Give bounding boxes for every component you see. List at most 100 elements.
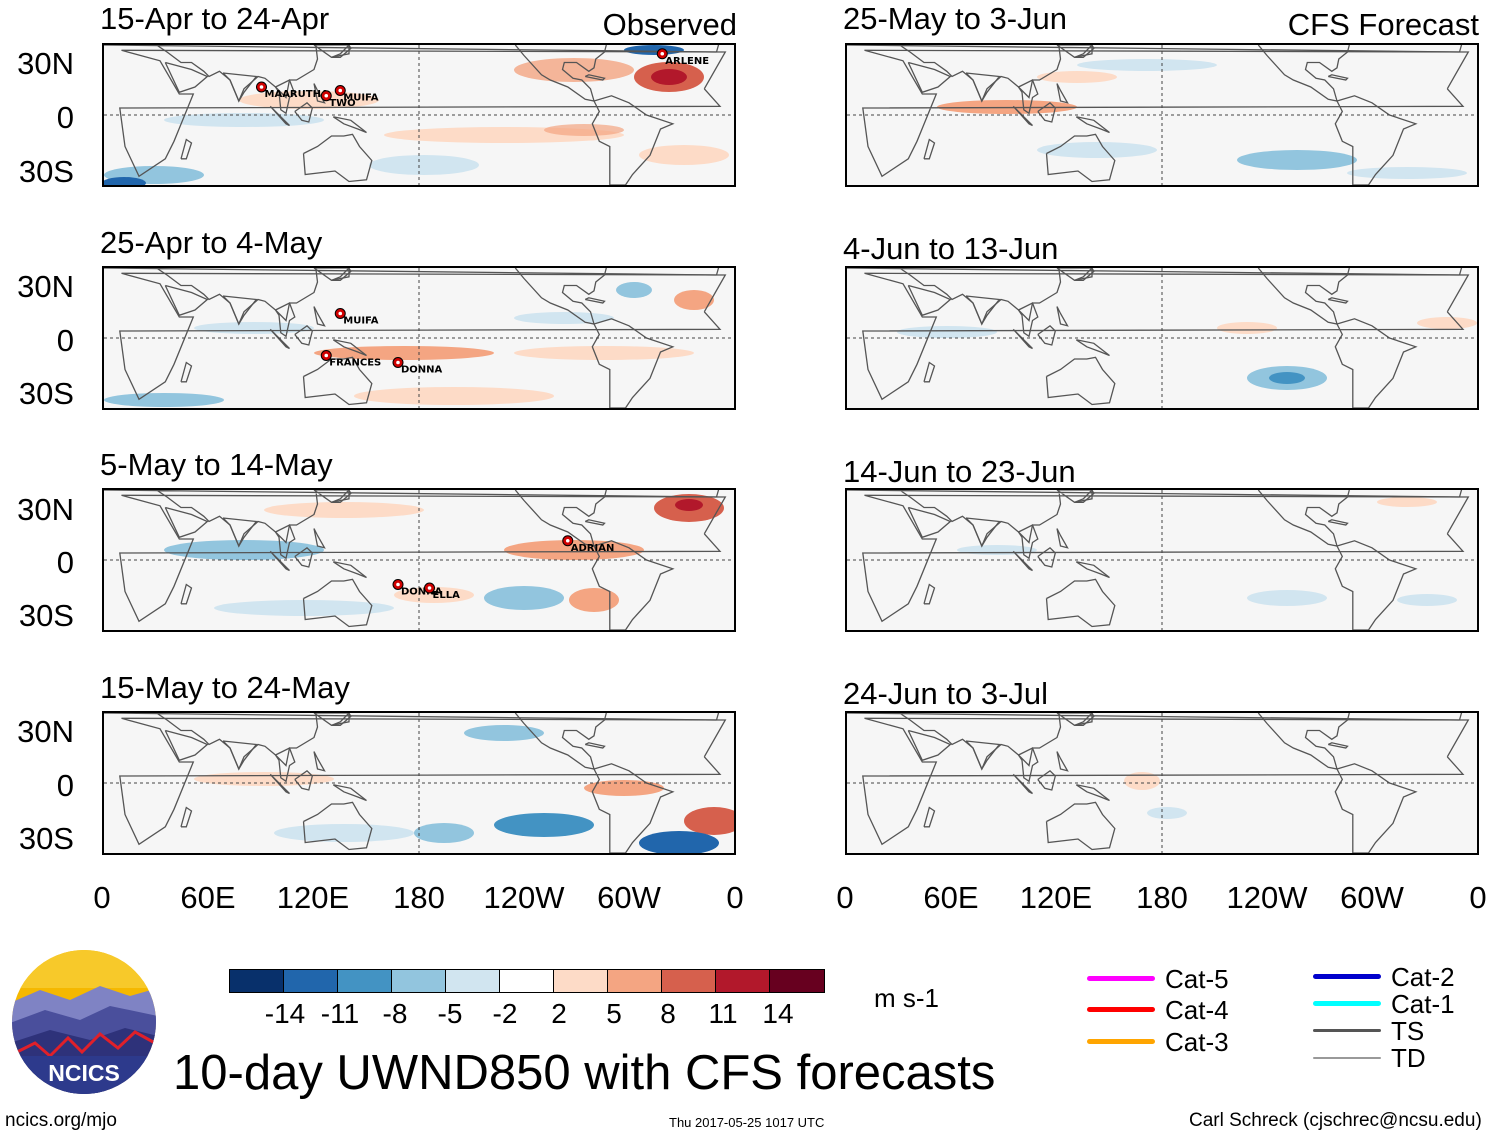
colorbar-tick: -14 (264, 998, 306, 1029)
coastline (1074, 490, 1095, 503)
coastline (584, 519, 606, 526)
legend-label-cat5: Cat-5 (1165, 964, 1229, 994)
author: Carl Schreck (cjschrec@ncsu.edu) (1189, 1110, 1482, 1131)
coastline (715, 268, 720, 276)
coastline (119, 49, 727, 178)
observed-panel-2-title: 25-Apr to 4-May (100, 225, 323, 260)
forecast-label: CFS Forecast (1287, 7, 1479, 42)
legend-label-td: TD (1391, 1043, 1426, 1073)
colorbar-tick: 8 (660, 998, 676, 1029)
lat-label-30s: 30S (18, 821, 74, 856)
coastline (1334, 95, 1418, 185)
coastline (119, 717, 727, 846)
lon-label-60w: 60W (1340, 880, 1404, 915)
coastline (715, 490, 720, 498)
colorbar-swatch (392, 970, 446, 992)
colorbar-swatch (554, 970, 608, 992)
coastline (1037, 769, 1057, 791)
lat-label-30s: 30S (18, 598, 74, 633)
uwind-field-forecast-1 (847, 45, 1477, 185)
coastline (332, 561, 367, 579)
storm-label: ELLA (433, 590, 461, 601)
colorbar-swatch (446, 970, 500, 992)
coastline (847, 268, 1460, 326)
storm-label: FRANCES (329, 358, 381, 369)
coastline (180, 361, 193, 383)
coastline (1327, 519, 1349, 526)
logo-text: NCICS (48, 1060, 120, 1086)
site-link[interactable]: ncics.org/mjo (5, 1110, 117, 1131)
coastline (1017, 302, 1039, 338)
coastline (313, 306, 326, 327)
legend-line-td (1313, 1057, 1381, 1059)
observed-panel-3-title: 5-May to 14-May (100, 447, 333, 482)
map-overlay (847, 268, 1477, 408)
coastline (104, 490, 717, 548)
coastline (332, 339, 367, 357)
coastline (584, 297, 606, 304)
legend-label-cat4: Cat-4 (1165, 995, 1229, 1025)
coastline (1056, 751, 1069, 772)
lon-label-0: 0 (93, 880, 111, 915)
observed-map-3: ADRIAN DONNA ELLA (102, 488, 736, 632)
ncics-logo: NCICS (10, 948, 158, 1096)
lat-label-30n: 30N (17, 46, 74, 81)
forecast-map-3 (845, 488, 1479, 632)
coastline (1327, 297, 1349, 304)
coastline (907, 506, 952, 539)
coastline (584, 742, 606, 749)
colorbar-swatch (284, 970, 338, 992)
colorbar-swatch (608, 970, 662, 992)
coastline (1257, 268, 1350, 325)
coastline (715, 45, 720, 53)
lon-label-60e: 60E (180, 880, 236, 915)
legend-line-ts (1313, 1029, 1381, 1032)
forecast-map-1 (845, 43, 1479, 187)
coastline (104, 45, 717, 103)
storm-label: DONNA (401, 365, 443, 376)
coastline (222, 740, 258, 771)
coastline (1075, 339, 1110, 357)
lon-label-120e: 120E (276, 880, 350, 915)
coastline (923, 583, 936, 605)
coastline (164, 284, 209, 317)
coastline (1074, 268, 1095, 281)
observed-map-1: MAARUTHA TWO MUIFA ARLENE (102, 43, 736, 187)
coastline (591, 318, 675, 408)
colorbar-swatch (770, 970, 824, 992)
coastline (1327, 742, 1349, 749)
coastline (584, 74, 606, 81)
coastline (907, 284, 952, 317)
storm-label: MUIFA (343, 93, 378, 104)
coastline (715, 713, 720, 721)
storm-marker: TWO (320, 90, 356, 109)
storm-label: TWO (329, 98, 355, 109)
lat-label-eq: 0 (56, 100, 74, 135)
lon-label-60w: 60W (597, 880, 661, 915)
coastline (1327, 74, 1349, 81)
legend-label-ts: TS (1391, 1016, 1425, 1046)
coastline (514, 45, 607, 102)
colorbar-swatch (230, 970, 284, 992)
storm-label: MAARUTHA (265, 89, 329, 100)
lat-label-eq: 0 (56, 323, 74, 358)
legend-line-cat1 (1313, 1001, 1381, 1006)
coastline (591, 540, 675, 630)
lon-label-180: 180 (1136, 880, 1188, 915)
coastline (164, 61, 209, 94)
coastline (180, 138, 193, 160)
uwind-field-forecast-2 (847, 268, 1477, 408)
colorbar-tick: -2 (492, 998, 518, 1029)
coastline (1017, 747, 1039, 783)
storm-marker: DONNA (392, 579, 443, 598)
coastline (331, 45, 352, 58)
lat-label-30s: 30S (18, 154, 74, 189)
legend-label-cat2: Cat-2 (1391, 962, 1455, 992)
coastline (591, 95, 675, 185)
coastline (907, 61, 952, 94)
colorbar-swatch (716, 970, 770, 992)
coastline (274, 79, 296, 115)
coastline (1458, 268, 1463, 276)
